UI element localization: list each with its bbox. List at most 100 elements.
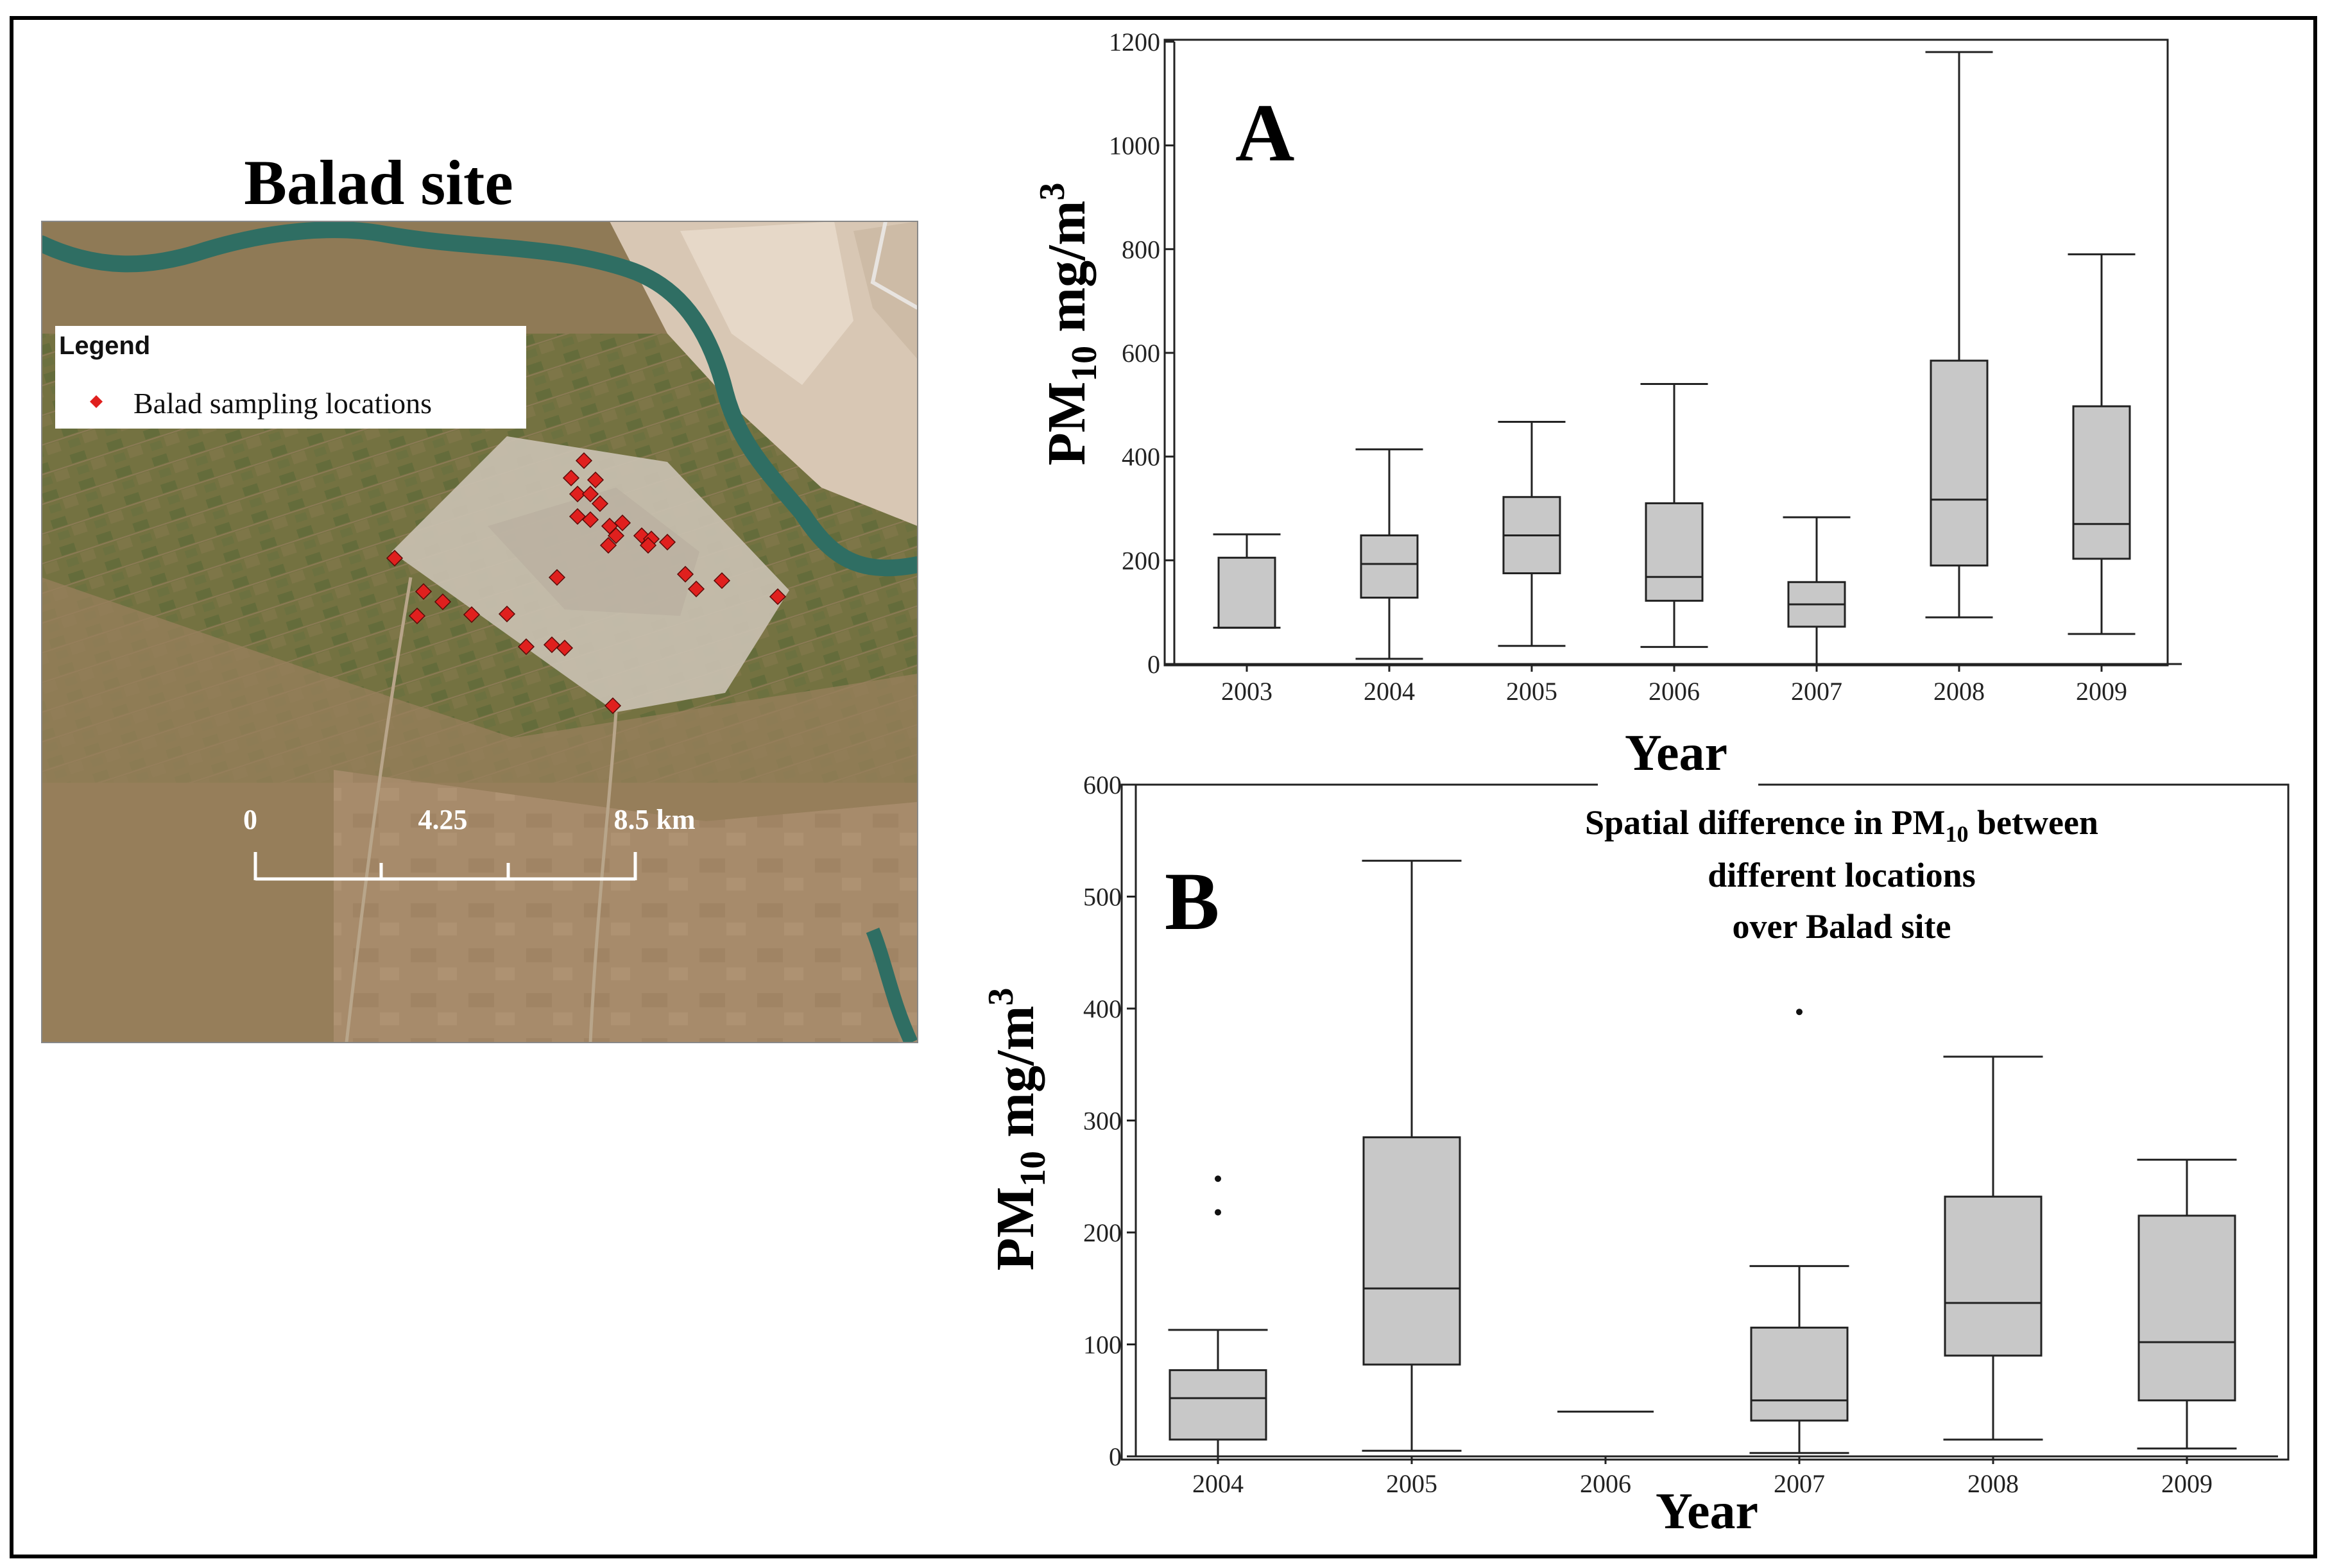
y-tick-label-600: 600 bbox=[1083, 771, 1122, 799]
box-2003 bbox=[1213, 533, 1281, 629]
sampling-point-7 bbox=[569, 507, 587, 525]
chart-a-boxes bbox=[1213, 51, 2136, 665]
sampling-point-28 bbox=[543, 636, 561, 654]
chart-b-panel-label: B bbox=[1165, 856, 1219, 947]
sampling-point-29 bbox=[517, 638, 535, 656]
sampling-point-4 bbox=[569, 485, 587, 503]
y-tick-label-200: 200 bbox=[1122, 546, 1160, 575]
y-tick-label-500: 500 bbox=[1083, 883, 1122, 912]
sampling-point-15 bbox=[658, 533, 676, 551]
scale-bar: 0 4.25 8.5 km bbox=[243, 804, 696, 881]
sampling-point-16 bbox=[639, 536, 657, 554]
iqr-box-2007 bbox=[1750, 1326, 1849, 1422]
chart-b-title-line-1: Spatial difference in PM10 between bbox=[1585, 803, 2098, 847]
iqr-box-2008 bbox=[1944, 1195, 2043, 1357]
y-tick-label-300: 300 bbox=[1083, 1107, 1122, 1136]
chart-b-y-axis: 0 100 200 300 400 500 600 bbox=[1083, 771, 1137, 1471]
iqr-box-2009 bbox=[2137, 1214, 2236, 1402]
x-tick-label-2007: 2007 bbox=[1791, 677, 1842, 706]
chart-b: Year 0 100 200 300 400 500 600 2004 2005 2006 200… bbox=[981, 725, 2290, 1540]
box-2009 bbox=[2068, 253, 2136, 635]
chart-b-title-line-2: different locations bbox=[1708, 856, 1975, 894]
outlier-2004-1 bbox=[1215, 1209, 1221, 1216]
sampling-point-23 bbox=[415, 583, 433, 601]
iqr-box-2005 bbox=[1362, 1136, 1461, 1366]
sampling-point-2 bbox=[562, 469, 580, 487]
y-tick-label-400: 400 bbox=[1083, 994, 1122, 1023]
box-2008 bbox=[1925, 51, 1993, 618]
chart-a-y-label: PM10 mg/m3 bbox=[1032, 183, 1104, 466]
sampling-point-1 bbox=[575, 452, 593, 470]
sampling-point-12 bbox=[599, 536, 617, 554]
y-tick-label-1000: 1000 bbox=[1109, 132, 1160, 160]
x-tick-label-2006: 2006 bbox=[1580, 1469, 1631, 1498]
sampling-point-21 bbox=[713, 572, 731, 590]
x-tick-label-2003: 2003 bbox=[1221, 677, 1272, 706]
sampling-point-11 bbox=[607, 527, 625, 545]
x-tick-label-2005: 2005 bbox=[1386, 1469, 1437, 1498]
box-2009 bbox=[2137, 1159, 2237, 1450]
chart-b-boxes bbox=[1168, 860, 2237, 1458]
x-tick-label-2007: 2007 bbox=[1774, 1469, 1825, 1498]
y-tick-label-200: 200 bbox=[1083, 1218, 1122, 1247]
y-tick-label-0: 0 bbox=[1109, 1442, 1122, 1471]
map-panel: Balad site bbox=[41, 147, 918, 1043]
x-tick-label-2009: 2009 bbox=[2161, 1469, 2213, 1498]
sampling-point-26 bbox=[463, 606, 481, 624]
chart-a-x-axis: 2003 2004 2005 2006 2007 2008 2009 bbox=[1174, 663, 2182, 706]
x-tick-label-2004: 2004 bbox=[1192, 1469, 1244, 1498]
sampling-point-6 bbox=[591, 495, 609, 513]
box-2005 bbox=[1362, 860, 1462, 1452]
chart-a-plot-frame bbox=[1163, 38, 2169, 667]
box-2006 bbox=[1640, 383, 1708, 648]
box-2008 bbox=[1943, 1055, 2043, 1441]
sampling-point-30 bbox=[556, 639, 574, 657]
chart-b-y-label: PM10 mg/m3 bbox=[981, 988, 1053, 1271]
chart-a-panel-label: A bbox=[1235, 87, 1294, 178]
x-tick-label-2006: 2006 bbox=[1649, 677, 1700, 706]
y-tick-label-100: 100 bbox=[1083, 1331, 1122, 1359]
chart-b-title: Spatial difference in PM10 between diffe… bbox=[1585, 803, 2098, 946]
x-tick-label-2008: 2008 bbox=[1933, 677, 1985, 706]
box-2005 bbox=[1498, 421, 1566, 647]
iqr-box-2004 bbox=[1360, 534, 1419, 599]
box-2004 bbox=[1168, 1175, 1268, 1458]
chart-b-x-label: Year bbox=[1656, 1483, 1758, 1540]
box-2007 bbox=[1783, 516, 1851, 665]
map-title: Balad site bbox=[244, 147, 513, 218]
legend-item-label: Balad sampling locations bbox=[133, 387, 432, 420]
outlier-2007-1 bbox=[1796, 1009, 1803, 1016]
iqr-box-2006 bbox=[1645, 502, 1704, 602]
chart-b-title-line-3: over Balad site bbox=[1733, 907, 1951, 946]
y-tick-label-800: 800 bbox=[1122, 235, 1160, 264]
sampling-point-31 bbox=[604, 697, 622, 715]
box-2004 bbox=[1355, 448, 1423, 660]
y-tick-label-0: 0 bbox=[1147, 650, 1160, 679]
iqr-box-2004 bbox=[1169, 1369, 1267, 1441]
chart-b-x-axis: 2004 2005 2006 2007 2008 2009 bbox=[1136, 1455, 2278, 1498]
sampling-point-8 bbox=[581, 511, 599, 529]
sampling-point-19 bbox=[676, 565, 694, 583]
y-tick-label-1200: 1200 bbox=[1109, 28, 1160, 56]
legend-title: Legend bbox=[59, 332, 150, 360]
sampling-point-5 bbox=[581, 485, 599, 503]
box-2007 bbox=[1749, 1009, 1849, 1454]
map-legend: Legend Balad sampling locations bbox=[55, 326, 526, 429]
sampling-point-3 bbox=[587, 471, 604, 489]
chart-a-y-axis: 0 200 400 600 800 1000 1200 bbox=[1109, 28, 1176, 679]
scale-label-2: 8.5 km bbox=[613, 804, 695, 835]
sampling-point-20 bbox=[687, 580, 705, 598]
scale-label-0: 0 bbox=[243, 804, 257, 835]
y-tick-label-600: 600 bbox=[1122, 339, 1160, 368]
sampling-point-25 bbox=[408, 607, 426, 625]
y-tick-label-400: 400 bbox=[1122, 443, 1160, 472]
sampling-point-27 bbox=[498, 605, 516, 623]
iqr-box-2008 bbox=[1930, 359, 1989, 567]
scale-label-1: 4.25 bbox=[418, 804, 468, 835]
legend-marker bbox=[90, 395, 103, 408]
x-tick-label-2009: 2009 bbox=[2076, 677, 2127, 706]
iqr-box-2009 bbox=[2072, 405, 2131, 560]
sampling-point-17 bbox=[386, 549, 404, 567]
chart-a-x-label: Year bbox=[1625, 725, 1727, 781]
